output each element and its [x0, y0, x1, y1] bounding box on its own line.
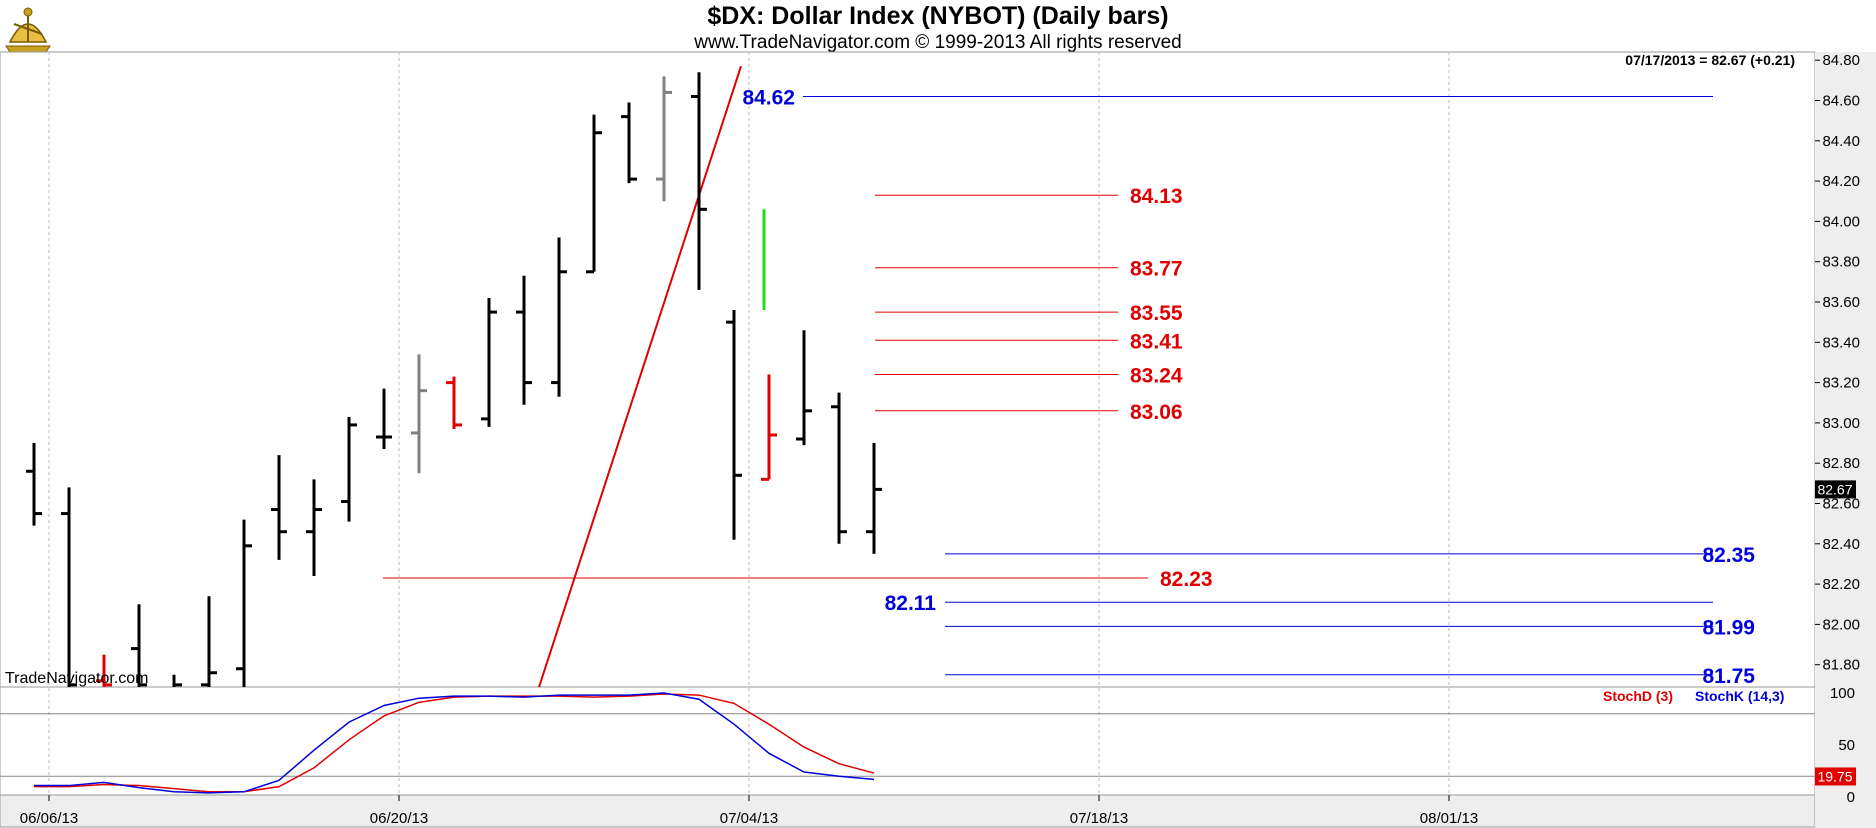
annotation-label: 82.23: [1160, 568, 1213, 591]
x-tick-label: 07/04/13: [720, 810, 778, 827]
x-tick-label: 07/18/13: [1070, 810, 1128, 827]
annotation-label: 83.06: [1130, 401, 1183, 424]
price-plot: [26, 65, 1713, 687]
trendline: [537, 65, 742, 687]
ohlc-bar: [796, 330, 812, 446]
y-tick-label: 83.00: [1822, 415, 1860, 432]
last-price-badge: [1815, 480, 1856, 499]
ohlc-bar: [131, 604, 147, 687]
ohlc-bar: [446, 376, 462, 429]
annotation-label: 83.77: [1130, 258, 1183, 281]
y-axis-band: [1815, 52, 1876, 828]
y-tick-label: 83.60: [1822, 294, 1860, 311]
y-tick-label: 82.20: [1822, 576, 1860, 593]
ohlc-bar: [411, 354, 427, 474]
annotation-label: 81.99: [1702, 616, 1755, 639]
x-tick-label: 06/20/13: [370, 810, 428, 827]
ohlc-bar: [726, 310, 742, 540]
stoch-tick-label: 0: [1847, 789, 1855, 806]
x-tick-label: 08/01/13: [1420, 810, 1478, 827]
y-tick-label: 83.80: [1822, 254, 1860, 271]
annotation-label: 84.13: [1130, 185, 1183, 208]
annotation-label: 83.41: [1130, 330, 1183, 353]
ohlc-bar: [271, 455, 287, 560]
price-pane: [0, 51, 1816, 688]
y-tick-label: 82.00: [1822, 616, 1860, 633]
stochd-line: [34, 693, 875, 793]
sextant-logo-icon: [5, 7, 51, 53]
ohlc-bar: [96, 654, 112, 687]
y-tick-label: 83.20: [1822, 375, 1860, 392]
ohlc-bar: [376, 388, 392, 450]
y-tick-label: 84.80: [1822, 52, 1860, 69]
y-tick-label: 84.20: [1822, 173, 1860, 190]
last-price-info: 07/17/2013 = 82.67 (+0.21): [1625, 52, 1795, 68]
ohlc-bar: [656, 76, 672, 202]
ohlc-bar: [201, 596, 217, 687]
y-tick-label: 82.40: [1822, 536, 1860, 553]
ohlc-bar: [341, 416, 357, 522]
stoch-legend-d: StochD (3): [1603, 688, 1673, 704]
ohlc-bar: [236, 519, 252, 687]
chart-title: $DX: Dollar Index (NYBOT) (Daily bars): [707, 2, 1169, 30]
y-tick-label: 81.80: [1822, 657, 1860, 674]
y-tick-label: 83.40: [1822, 334, 1860, 351]
y-tick-label: 84.40: [1822, 133, 1860, 150]
ohlc-bar: [481, 297, 497, 427]
annotation-label: 82.35: [1702, 544, 1755, 567]
y-tick-label: 84.00: [1822, 213, 1860, 230]
stoch-value-badge: [1815, 767, 1856, 786]
annotation-label: 83.24: [1130, 365, 1183, 388]
y-tick-label: 82.60: [1822, 496, 1860, 513]
annotation-label: 81.75: [1702, 665, 1755, 688]
ohlc-bar: [761, 374, 777, 481]
ohlc-bar: [516, 275, 532, 405]
ohlc-bar: [621, 102, 637, 184]
stochk-line: [34, 692, 875, 794]
chart-subtitle: www.TradeNavigator.com © 1999-2013 All r…: [694, 32, 1182, 53]
stoch-tick-label: 100: [1830, 685, 1855, 702]
last-price-label: 82.67: [1817, 481, 1852, 497]
y-tick-label: 82.80: [1822, 455, 1860, 472]
stoch-tick-label: 50: [1838, 737, 1855, 754]
ohlc-bar: [586, 114, 602, 274]
stoch-pane: [0, 686, 1816, 796]
ohlc-bar: [61, 487, 77, 687]
x-tick-label: 06/06/13: [20, 810, 78, 827]
ohlc-bar: [306, 479, 322, 577]
ohlc-bar: [866, 443, 882, 554]
annotation-label: 84.62: [742, 86, 795, 109]
ohlc-bar: [172, 674, 182, 687]
stoch-value-label: 19.75: [1817, 768, 1852, 784]
annotation-label: 83.55: [1130, 302, 1183, 325]
y-tick-label: 84.60: [1822, 93, 1860, 110]
ohlc-bar: [26, 443, 42, 526]
ohlc-bar: [551, 237, 567, 397]
stoch-legend-k: StochK (14,3): [1695, 688, 1784, 704]
ohlc-bar: [691, 72, 707, 290]
ohlc-bar: [831, 392, 847, 544]
x-axis-band: [0, 794, 1816, 828]
annotation-label: 82.11: [885, 592, 937, 615]
watermark: TradeNavigator.com: [5, 670, 148, 687]
